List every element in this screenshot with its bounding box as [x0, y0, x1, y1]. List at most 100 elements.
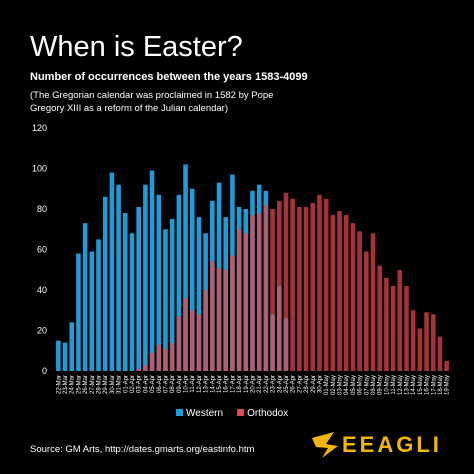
x-tick-label: 07-May	[364, 375, 370, 395]
bar	[143, 364, 148, 371]
bar	[102, 196, 108, 371]
bar	[290, 198, 295, 371]
bar	[277, 200, 282, 371]
x-tick-label: 16-Apr	[224, 375, 230, 393]
x-tick-label: 30-Apr	[317, 375, 323, 393]
brand-name: EEAGLI	[342, 432, 442, 457]
bar	[303, 206, 309, 371]
bar	[404, 285, 409, 371]
x-tick-label: 26-Apr	[291, 375, 297, 393]
x-tick-label: 03-May	[338, 375, 344, 395]
bar	[149, 352, 155, 371]
bar	[343, 215, 349, 371]
y-tick-label: 80	[37, 204, 47, 214]
bar	[297, 206, 302, 371]
x-tick-label: 16-May	[425, 375, 431, 395]
x-tick-label: 12-May	[398, 375, 404, 395]
bar	[270, 209, 275, 371]
source: Source: GM Arts, http://dates.gmarts.org…	[30, 444, 254, 455]
x-tick-label: 03-Apr	[137, 375, 143, 393]
x-tick-label: 10-Apr	[184, 375, 190, 393]
bar	[210, 261, 215, 371]
x-tick-label: 07-Apr	[163, 375, 169, 393]
legend-label: Western	[186, 408, 223, 419]
x-tick-label: 14-May	[411, 375, 417, 395]
x-tick-label: 26-Mar	[83, 375, 89, 394]
bar	[203, 290, 208, 371]
bar	[196, 217, 202, 371]
x-tick-label: 24-Mar	[70, 375, 76, 394]
bar	[243, 233, 249, 371]
x-tick-label: 11-Apr	[190, 375, 196, 393]
x-tick-label: 12-Apr	[197, 375, 203, 393]
x-tick-label: 18-Apr	[237, 375, 243, 393]
bar	[136, 206, 141, 371]
bar	[310, 202, 316, 371]
bar	[163, 229, 168, 371]
x-tick-label: 09-Apr	[177, 375, 183, 393]
x-tick-label: 29-Mar	[103, 375, 109, 394]
bar	[364, 251, 369, 371]
x-tick-label: 21-Apr	[257, 375, 263, 393]
bar	[350, 223, 356, 371]
y-tick-label: 120	[32, 123, 47, 133]
x-tick-label: 01-Apr	[123, 375, 129, 393]
x-tick-label: 24-Apr	[277, 375, 283, 393]
bar	[123, 213, 128, 371]
bar	[223, 269, 228, 371]
bar	[410, 310, 416, 371]
bar	[56, 340, 61, 371]
bar	[337, 211, 342, 371]
x-tick-label: 17-Apr	[230, 375, 236, 393]
bar	[317, 194, 322, 371]
bar	[430, 314, 436, 371]
x-tick-label: 30-Mar	[110, 375, 116, 394]
bar	[424, 312, 429, 371]
bar	[189, 310, 195, 371]
x-tick-label: 08-Apr	[170, 375, 176, 393]
x-tick-label: 27-Mar	[90, 375, 96, 394]
bar	[82, 223, 88, 371]
x-tick-label: 17-May	[431, 375, 437, 395]
chart-subtitle: Number of occurrences between the years …	[30, 71, 308, 83]
x-tick-label: 18-May	[438, 375, 444, 395]
x-tick-label: 15-Apr	[217, 375, 223, 393]
bar	[163, 348, 168, 371]
y-tick-label: 20	[37, 326, 47, 336]
x-tick-label: 23-Mar	[63, 375, 69, 394]
bar	[384, 277, 389, 371]
bar	[370, 233, 376, 371]
bar	[156, 344, 162, 371]
bar	[176, 194, 182, 371]
bar	[176, 316, 182, 371]
x-tick-label: 13-Apr	[204, 375, 210, 393]
bar	[236, 229, 242, 371]
note: Gregory XIII as a reform of the Julian c…	[30, 103, 228, 114]
bar	[129, 233, 135, 371]
x-tick-label: 05-Apr	[150, 375, 156, 393]
bar	[230, 255, 235, 371]
bar	[196, 314, 202, 371]
x-tick-label: 25-Apr	[284, 375, 290, 393]
bar	[136, 368, 141, 371]
x-tick-label: 06-Apr	[157, 375, 163, 393]
bar	[69, 322, 75, 371]
y-tick-label: 60	[37, 245, 47, 255]
x-tick-label: 28-Mar	[97, 375, 103, 394]
x-tick-label: 29-Apr	[311, 375, 317, 393]
x-tick-label: 02-Apr	[130, 375, 136, 393]
y-tick-label: 100	[32, 164, 47, 174]
x-tick-label: 22-Apr	[264, 375, 270, 393]
chart-title: When is Easter?	[30, 31, 243, 63]
x-tick-label: 04-Apr	[143, 375, 149, 393]
bar	[256, 213, 262, 371]
bar	[89, 251, 95, 371]
bar	[183, 298, 188, 371]
bar	[357, 231, 362, 371]
bar	[143, 184, 148, 371]
bar	[216, 267, 222, 371]
bar	[183, 164, 188, 371]
x-tick-label: 13-May	[404, 375, 410, 395]
bar	[156, 194, 162, 371]
legend-swatch	[176, 409, 183, 416]
